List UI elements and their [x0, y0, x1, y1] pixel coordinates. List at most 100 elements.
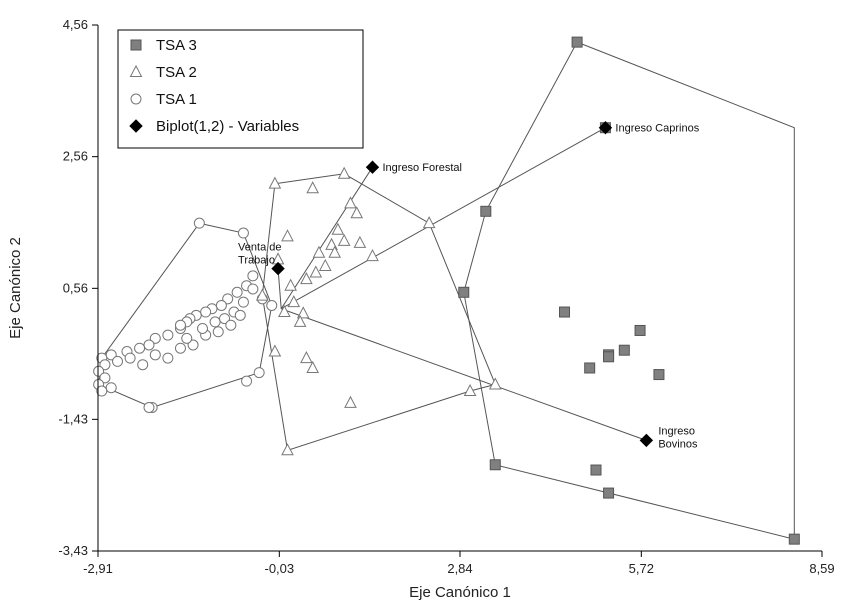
point-circle: [187, 339, 199, 351]
point-circle: [143, 401, 155, 413]
annotation-line: Bovinos: [658, 438, 698, 450]
point-triangle: [312, 245, 326, 258]
point-triangle: [300, 272, 313, 285]
point-circle: [99, 372, 111, 384]
annotation-label: Venta de Trabajo: [238, 242, 281, 267]
point-square: [571, 36, 583, 48]
point-square: [489, 459, 501, 471]
marker-layer: [93, 36, 800, 545]
annotation-label: Ingreso Forestal: [382, 162, 461, 174]
point-triangle: [318, 258, 332, 271]
point-triangle: [284, 278, 297, 291]
point-diamond: [271, 261, 285, 276]
point-triangle: [337, 233, 351, 246]
point-circle: [137, 359, 149, 371]
point-circle: [174, 319, 186, 331]
point-triangle: [268, 344, 282, 357]
point-triangle: [488, 377, 502, 390]
point-triangle: [255, 288, 269, 301]
point-circle: [105, 382, 117, 394]
point-circle: [149, 349, 161, 361]
point-triangle: [366, 248, 379, 262]
point-circle: [181, 332, 193, 344]
point-square: [653, 369, 665, 381]
y-tick-label: 2,56: [63, 149, 88, 164]
point-triangle: [293, 314, 307, 327]
annotation-line: Ingreso Forestal: [382, 162, 461, 174]
legend-box: [117, 29, 364, 149]
y-tick-label: -1,43: [58, 411, 88, 426]
legend-label: TSA 2: [156, 64, 197, 81]
x-tick-label: -2,91: [83, 561, 113, 576]
point-square: [559, 306, 571, 318]
point-triangle: [309, 265, 323, 278]
point-diamond: [639, 433, 654, 448]
y-tick-label: 4,56: [63, 17, 88, 32]
legend-label: TSA 1: [156, 91, 197, 108]
legend-label: TSA 3: [156, 37, 197, 54]
point-circle: [219, 313, 231, 325]
biplot-vector: [277, 268, 282, 309]
point-square: [480, 205, 492, 217]
x-axis-label: Eje Canónico 1: [409, 584, 511, 601]
biplot-vector: [280, 166, 373, 310]
point-circle: [247, 283, 259, 295]
point-triangle: [278, 304, 291, 318]
point-circle: [231, 286, 243, 298]
biplot-vector: [281, 308, 647, 441]
annotation-line: Ingreso Caprinos: [615, 123, 699, 135]
point-square: [458, 286, 470, 298]
point-circle: [162, 352, 174, 364]
point-triangle: [306, 360, 320, 373]
point-triangle: [337, 166, 351, 179]
point-square: [618, 344, 630, 356]
x-tick-label: 8,59: [809, 561, 834, 576]
point-triangle: [328, 245, 342, 258]
legend-label: Biplot(1,2) - Variables: [156, 118, 299, 135]
point-triangle: [268, 176, 282, 189]
point-circle: [237, 227, 249, 239]
point-square: [590, 464, 602, 476]
point-triangle: [281, 229, 294, 242]
x-tick-label: 2,84: [447, 561, 472, 576]
point-circle: [174, 342, 186, 354]
point-circle: [222, 293, 234, 305]
point-circle: [149, 332, 161, 344]
point-circle: [99, 359, 111, 371]
legend-marker: [129, 64, 143, 77]
point-circle: [247, 270, 259, 282]
annotation-layer: Ingreso Forestal Ingreso Caprinos Ingreso B…: [238, 123, 700, 451]
point-circle: [124, 352, 136, 364]
point-square: [634, 324, 646, 336]
point-circle: [225, 319, 237, 331]
legend-marker: [130, 93, 142, 105]
point-circle: [241, 375, 253, 387]
annotation-label: Ingreso Caprinos: [615, 123, 699, 135]
point-square: [788, 533, 800, 545]
point-circle: [112, 355, 124, 367]
point-circle: [193, 217, 205, 229]
y-tick-label: 0,56: [63, 280, 88, 295]
point-triangle: [344, 196, 357, 209]
point-circle: [266, 299, 278, 311]
point-circle: [96, 385, 108, 397]
point-circle: [215, 299, 227, 311]
point-circle: [143, 339, 155, 351]
annotation-line: Trabajo: [238, 255, 275, 267]
point-circle: [253, 367, 265, 379]
legend-marker: [129, 119, 143, 133]
point-circle: [197, 322, 209, 334]
biplot-layer: [277, 127, 647, 441]
hull-tsa-3: [463, 41, 795, 540]
point-square: [584, 362, 596, 374]
annotation-line: Venta de: [238, 242, 281, 254]
point-diamond: [598, 120, 613, 135]
hull-tsa-2: [261, 173, 496, 451]
point-square: [603, 351, 615, 363]
y-axis-label: Eje Canónico 2: [7, 237, 24, 339]
point-triangle: [296, 306, 310, 319]
axes: 4,56 2,56 0,56 -1,43 -3,43 -2,91 -0,03 2,84 5,72…: [58, 17, 834, 576]
point-triangle: [353, 235, 367, 248]
point-square: [603, 487, 615, 499]
legend: TSA 3 TSA 2 TSA 1 Biplot(1,2) - Variables: [117, 29, 364, 149]
